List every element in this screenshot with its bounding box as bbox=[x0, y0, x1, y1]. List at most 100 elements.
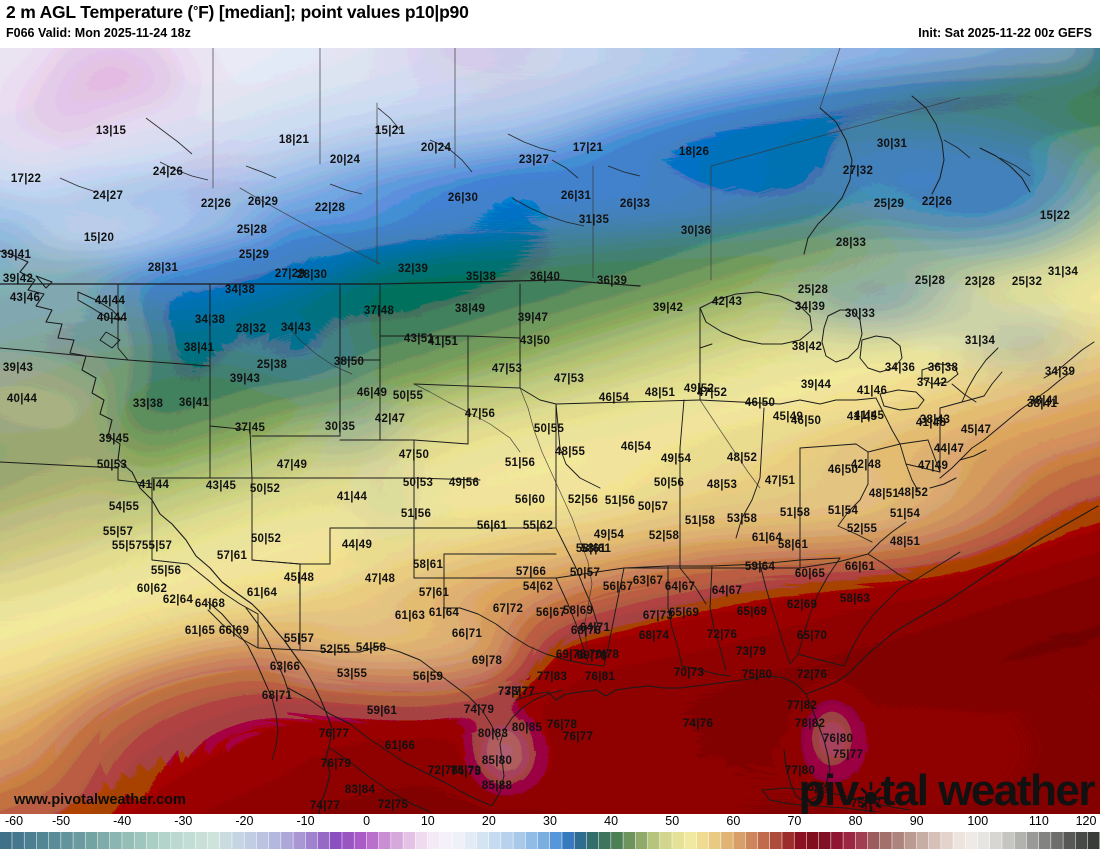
point-value-label: 55|57 bbox=[141, 540, 173, 552]
point-value-label: 74|77 bbox=[309, 800, 341, 812]
point-value-label: 20|24 bbox=[329, 154, 361, 166]
colorbar-tick: -10 bbox=[296, 814, 315, 828]
point-value-label: 65|69 bbox=[736, 606, 768, 618]
point-value-label: 70|78 bbox=[588, 649, 620, 661]
point-value-label: 74|75 bbox=[450, 766, 482, 778]
point-value-label: 53|58 bbox=[726, 513, 758, 525]
point-value-label: 64|71 bbox=[579, 622, 611, 634]
point-value-label: 27|32 bbox=[842, 165, 874, 177]
lake-erie bbox=[879, 389, 925, 411]
point-value-label: 72|76 bbox=[796, 669, 828, 681]
point-value-label: 78|82 bbox=[794, 718, 826, 730]
point-value-label: 54|58 bbox=[355, 642, 387, 654]
point-value-label: 48|53 bbox=[706, 479, 738, 491]
point-value-label: 39|43 bbox=[229, 373, 261, 385]
colorbar-tick: 20 bbox=[481, 814, 496, 828]
point-value-label: 64|67 bbox=[711, 585, 743, 597]
point-value-label: 72|76 bbox=[706, 629, 738, 641]
point-value-label: 46|50 bbox=[790, 415, 822, 427]
point-value-label: 46|54 bbox=[598, 392, 630, 404]
colorbar-tick: -60 bbox=[4, 814, 24, 828]
point-value-label: 23|27 bbox=[518, 154, 550, 166]
point-value-label: 53|55 bbox=[336, 668, 368, 680]
state-borders bbox=[0, 283, 1003, 741]
point-value-label: 60|65 bbox=[794, 568, 826, 580]
colorbar-tick: 40 bbox=[604, 814, 619, 828]
lake-michigan bbox=[821, 309, 863, 363]
point-value-label: 73|77 bbox=[504, 686, 536, 698]
point-value-label: 43|46 bbox=[9, 292, 41, 304]
point-value-label: 57|66 bbox=[515, 566, 547, 578]
point-value-label: 61|64 bbox=[246, 587, 278, 599]
point-value-label: 31|34 bbox=[1047, 266, 1079, 278]
point-value-label: 54|62 bbox=[522, 581, 554, 593]
point-value-label: 80|85 bbox=[511, 722, 543, 734]
colorbar[interactable]: -60 -50 -40 -30 -20 -10 0 10 20 30 40 50 60 70 80 90 100… bbox=[0, 814, 1100, 850]
point-value-label: 44|44 bbox=[94, 295, 126, 307]
point-value-label: 56|60 bbox=[514, 494, 546, 506]
colorbar-tick: -20 bbox=[235, 814, 254, 828]
point-value-label: 73|79 bbox=[735, 646, 767, 658]
point-value-label: 47|53 bbox=[491, 363, 523, 375]
point-value-label: 75|80 bbox=[741, 669, 773, 681]
point-value-label: 50|52 bbox=[250, 533, 282, 545]
point-value-label: 62|64 bbox=[162, 594, 194, 606]
shaded-field-group bbox=[0, 48, 1100, 814]
point-value-label: 48|52 bbox=[897, 487, 929, 499]
point-value-label: 76|78 bbox=[546, 719, 578, 731]
pacific-wedge bbox=[0, 253, 155, 578]
point-value-label: 39|41 bbox=[0, 249, 32, 261]
point-value-label: 34|38 bbox=[194, 314, 226, 326]
point-value-label: 50|55 bbox=[533, 423, 565, 435]
point-value-label: 25|32 bbox=[1011, 276, 1043, 288]
point-value-label: 69|78 bbox=[471, 655, 503, 667]
point-value-label: 85|80 bbox=[481, 755, 513, 767]
point-value-label: 22|26 bbox=[921, 196, 953, 208]
point-value-label: 52|55 bbox=[846, 523, 878, 535]
header-bar: 2 m AGL Temperature (°F) [median]; point… bbox=[0, 0, 1100, 48]
point-value-label: 22|28 bbox=[314, 202, 346, 214]
point-value-label: 56|67 bbox=[535, 607, 567, 619]
point-value-label: 49|52 bbox=[683, 383, 715, 395]
point-value-label: 75|77 bbox=[832, 749, 864, 761]
colorbar-tick: -30 bbox=[174, 814, 193, 828]
point-value-label: 73|77 bbox=[497, 686, 529, 698]
degree-symbol: ° bbox=[193, 3, 199, 18]
point-value-label: 50|57 bbox=[569, 567, 601, 579]
point-value-label: 76|79 bbox=[800, 782, 832, 794]
point-value-label: 45|48 bbox=[283, 572, 315, 584]
point-value-label: 20|24 bbox=[420, 142, 452, 154]
point-value-label: 28|30 bbox=[296, 269, 328, 281]
point-value-label: 38|43 bbox=[919, 414, 951, 426]
point-value-label: 17|22 bbox=[10, 173, 42, 185]
point-value-label: 49|56 bbox=[448, 477, 480, 489]
point-value-label: 68|74 bbox=[638, 630, 670, 642]
point-value-label: 43|45 bbox=[205, 480, 237, 492]
colorbar-tick: 110 bbox=[1028, 814, 1049, 828]
colorbar-gradient[interactable] bbox=[0, 832, 1100, 849]
pacific-coastline bbox=[0, 250, 333, 814]
caribbean-islands bbox=[761, 787, 911, 813]
map-canvas[interactable]: 13|15 17|22 24|27 24|26 15|20 22|26 26|29 22|28… bbox=[0, 48, 1100, 814]
point-value-label: 25|28 bbox=[236, 224, 268, 236]
colorbar-tick: 0 bbox=[363, 814, 371, 828]
point-value-label: 47|50 bbox=[398, 449, 430, 461]
point-value-label: 49|54 bbox=[593, 529, 625, 541]
point-value-label: 41|48 bbox=[915, 417, 947, 429]
point-value-label: 61|64 bbox=[428, 607, 460, 619]
point-value-label: 15|20 bbox=[83, 232, 115, 244]
point-value-label: 28|33 bbox=[835, 237, 867, 249]
point-value-label: 41|44 bbox=[138, 479, 170, 491]
point-value-label: 34|38 bbox=[224, 284, 256, 296]
init-time-label: Init: Sat 2025-11-22 00z GEFS bbox=[918, 26, 1092, 40]
mexico-gulf-coast bbox=[491, 689, 563, 807]
point-value-label: 24|26 bbox=[152, 166, 184, 178]
point-value-label: 76|81 bbox=[584, 671, 616, 683]
point-value-label: 51|56 bbox=[400, 508, 432, 520]
point-value-label: 39|42 bbox=[652, 302, 684, 314]
point-value-label: 56|67 bbox=[602, 581, 634, 593]
point-value-label: 39|44 bbox=[800, 379, 832, 391]
point-value-label: 41|51 bbox=[427, 336, 459, 348]
point-value-label: 36|39 bbox=[596, 275, 628, 287]
point-value-label: 51|56 bbox=[604, 495, 636, 507]
